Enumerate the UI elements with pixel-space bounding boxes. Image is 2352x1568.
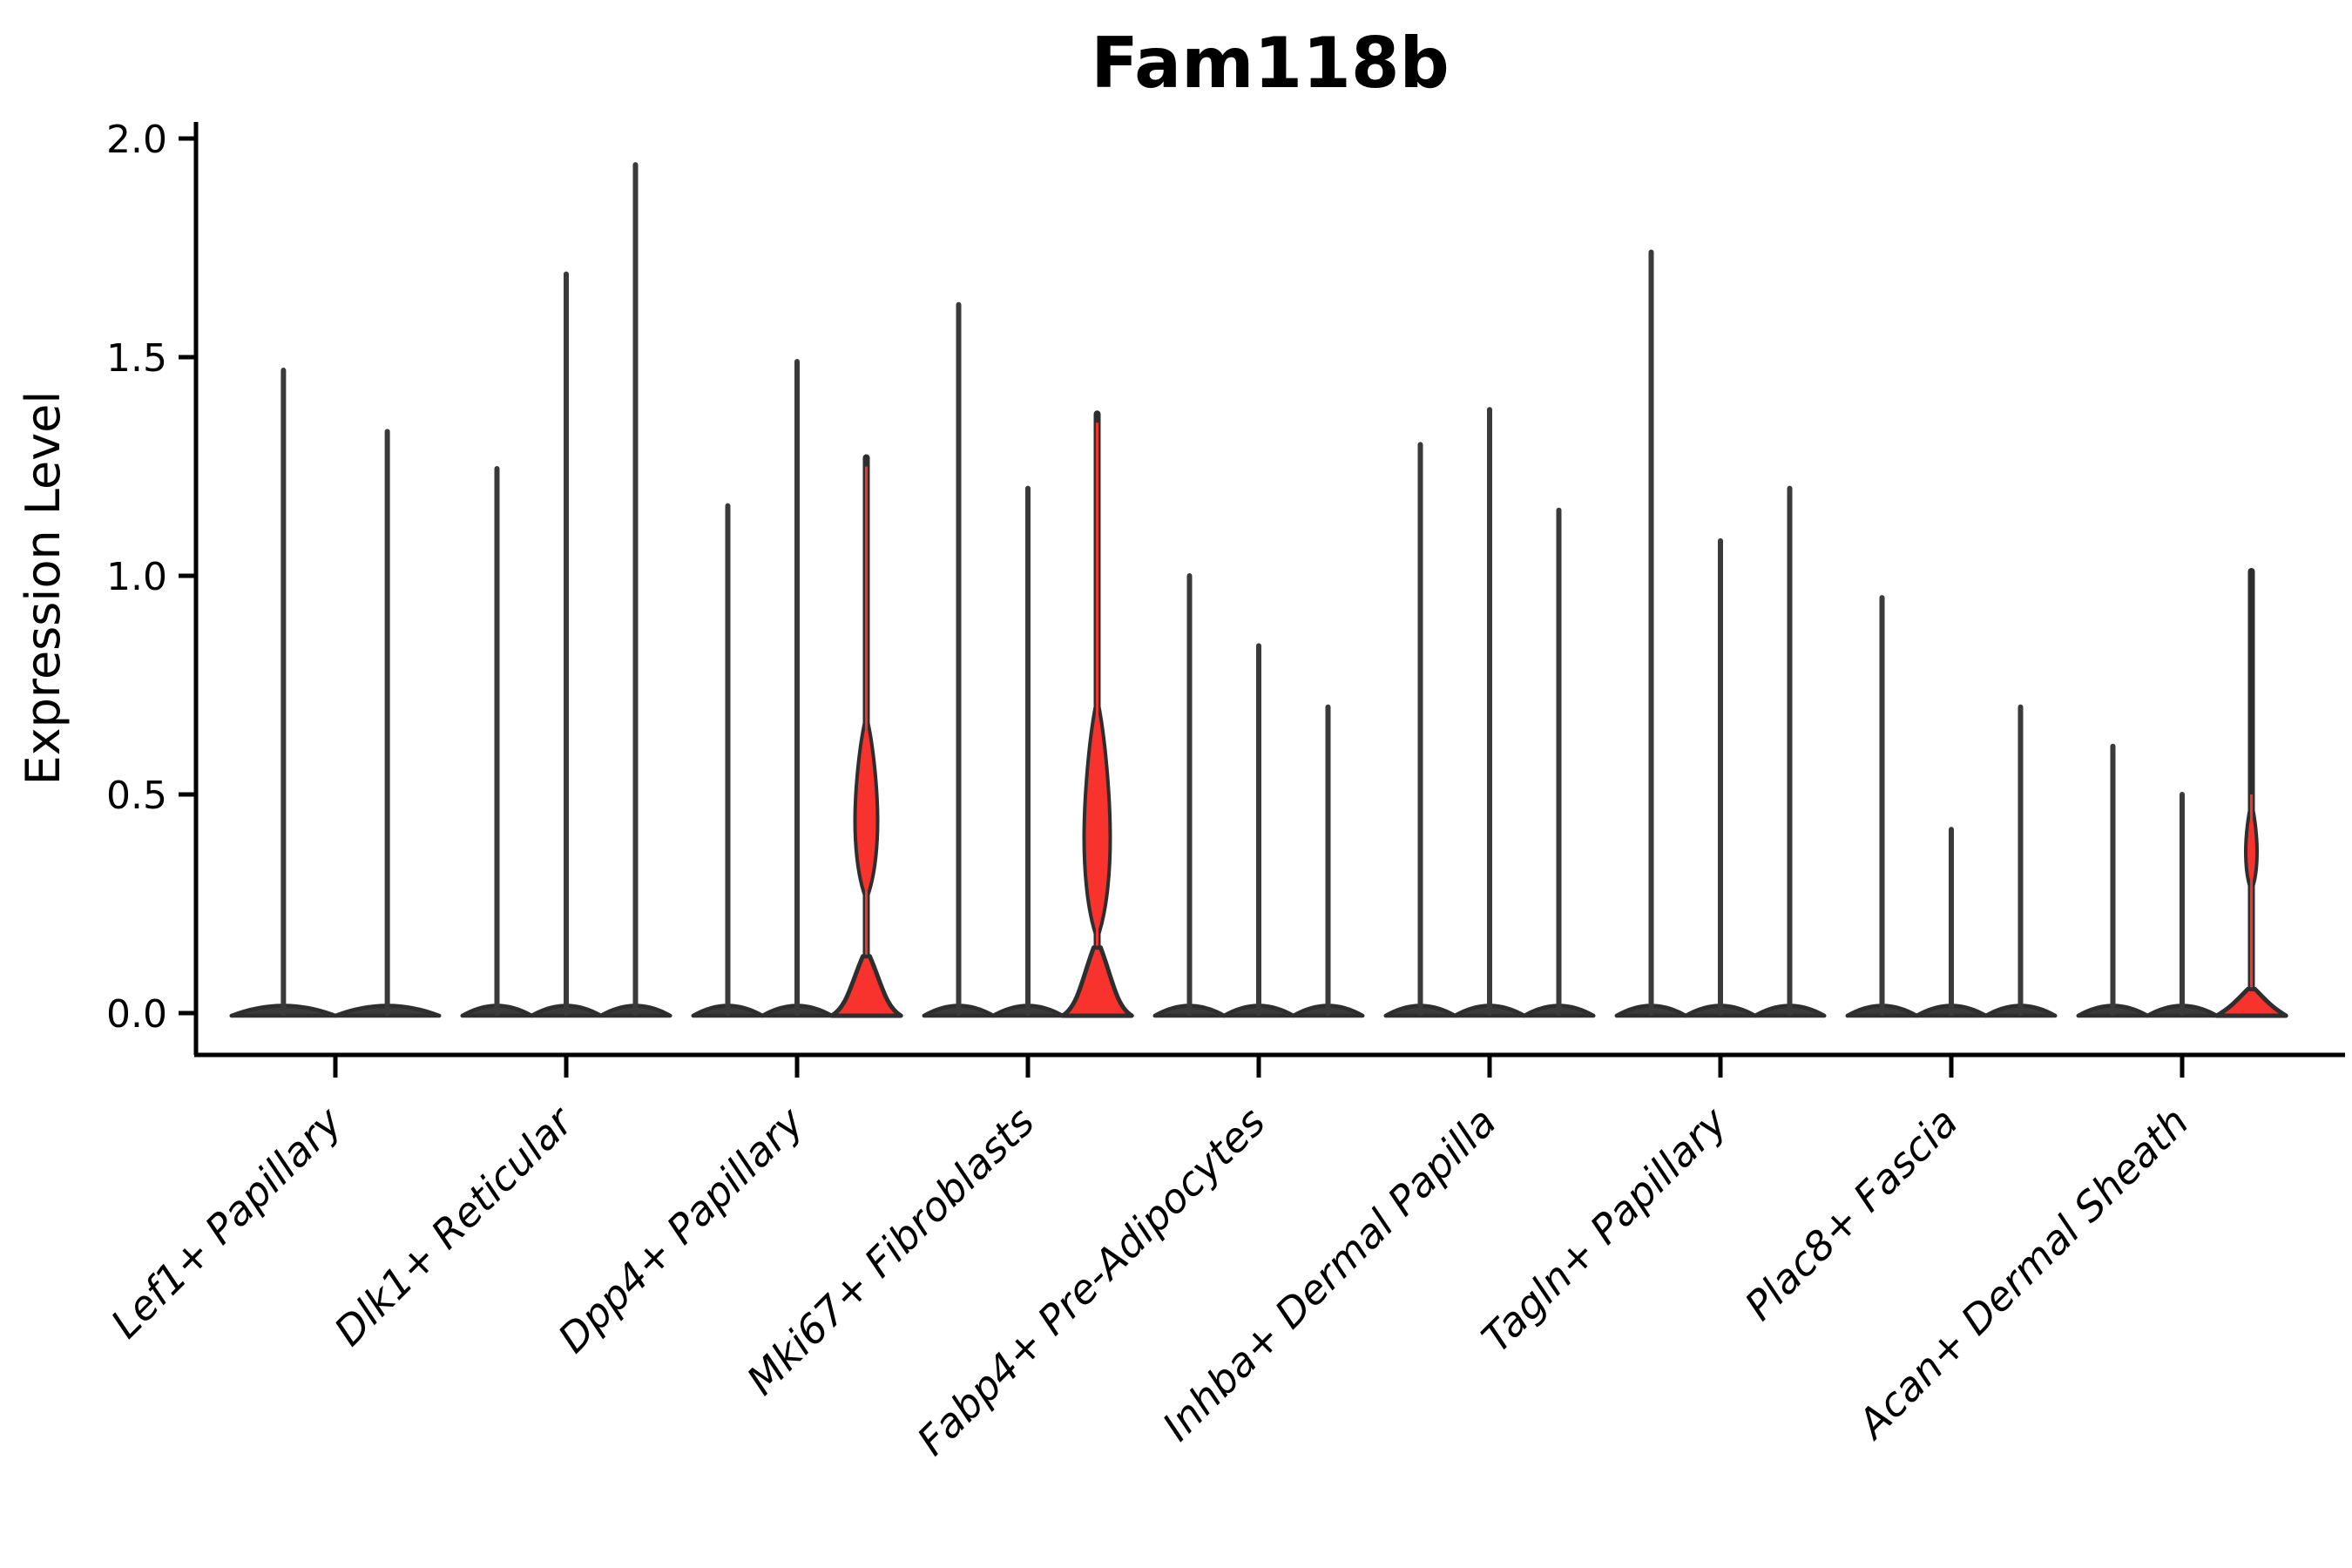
violin-base-highlight bbox=[2214, 986, 2288, 1018]
y-tick-label: 1.5 bbox=[106, 336, 167, 381]
y-axis-label: Expression Level bbox=[16, 391, 71, 786]
violin-base-highlight bbox=[1060, 945, 1134, 1018]
y-tick-label: 1.0 bbox=[106, 555, 167, 599]
chart-title: Fam118b bbox=[1091, 23, 1450, 104]
x-tick-label: Lef1+ Papillary bbox=[102, 1098, 351, 1347]
x-tick-label: Dlk1+ Reticular bbox=[325, 1096, 584, 1355]
violins-layer bbox=[229, 162, 2288, 1018]
violin-base-highlight bbox=[829, 954, 903, 1018]
y-tick-label: 2.0 bbox=[106, 118, 167, 162]
x-tick-label: Tagln+ Papillary bbox=[1472, 1098, 1736, 1362]
y-tick-label: 0.5 bbox=[106, 774, 167, 818]
x-tick-label: Plac8+ Fascia bbox=[1735, 1098, 1966, 1329]
x-tick-label: Dpp4+ Papillary bbox=[549, 1098, 813, 1362]
y-tick-label: 0.0 bbox=[106, 992, 167, 1037]
